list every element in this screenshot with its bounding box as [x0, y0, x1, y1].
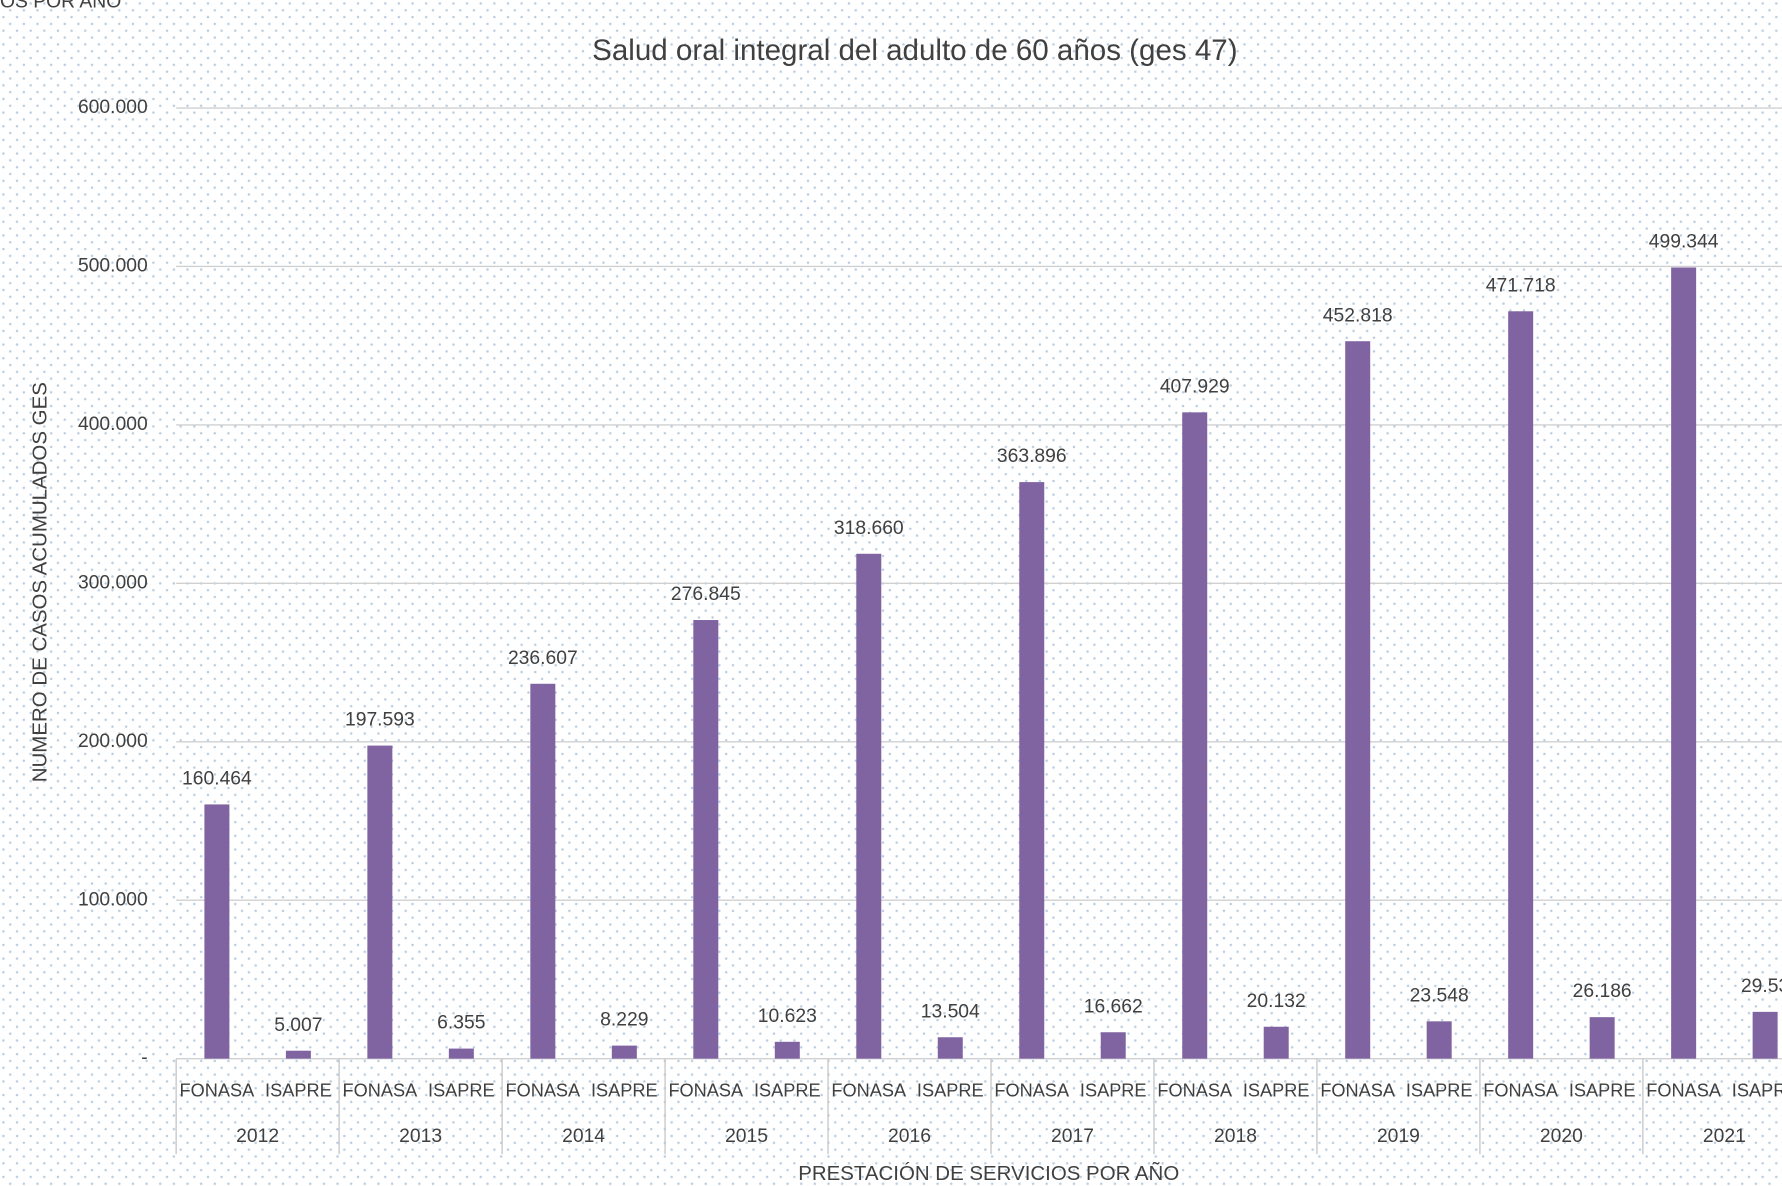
- value-label: 6.355: [437, 1013, 485, 1034]
- x-tick-label: FONASA: [1483, 1080, 1559, 1100]
- chart-title: Salud oral integral del adulto de 60 año…: [592, 34, 1237, 67]
- group-label: 2018: [1214, 1126, 1257, 1147]
- bar: [1263, 1026, 1289, 1059]
- value-label: 29.53: [1741, 976, 1782, 997]
- x-tick-label: ISAPRE: [591, 1080, 658, 1100]
- value-label: 452.818: [1323, 305, 1393, 326]
- y-tick-label: 100.000: [78, 889, 148, 910]
- value-label: 236.607: [508, 648, 578, 669]
- value-label: 16.662: [1084, 996, 1143, 1017]
- x-tick-label: FONASA: [1157, 1080, 1233, 1100]
- x-tick-label: ISAPRE: [754, 1080, 821, 1100]
- group-label: 2015: [725, 1126, 768, 1147]
- y-tick-label: 200.000: [78, 731, 148, 752]
- bar: [856, 553, 882, 1059]
- bar: [1671, 267, 1697, 1059]
- bar: [530, 683, 556, 1059]
- y-axis-title: NUMERO DE CASOS ACUMULADOS GES: [28, 382, 51, 782]
- x-tick-label: ISAPRE: [1080, 1080, 1147, 1100]
- bar: [1508, 311, 1534, 1059]
- x-tick-label: ISAPRE: [428, 1080, 495, 1100]
- x-tick-label: ISAPRE: [1243, 1080, 1310, 1100]
- value-label: 5.007: [274, 1015, 322, 1036]
- value-label: 363.896: [997, 446, 1067, 467]
- y-tick-label: 400.000: [78, 414, 148, 435]
- y-tick-label: 600.000: [78, 97, 148, 118]
- value-label: 276.845: [671, 584, 741, 605]
- annotation: OS POR AÑO: [0, 0, 121, 12]
- x-tick-label: FONASA: [831, 1080, 907, 1100]
- x-tick-label: ISAPRE: [265, 1080, 332, 1100]
- bar: [204, 804, 230, 1059]
- bar: [1182, 412, 1208, 1059]
- x-tick-label: FONASA: [1646, 1080, 1722, 1100]
- value-label: 23.548: [1410, 985, 1469, 1006]
- bar: [448, 1048, 474, 1059]
- value-label: 499.344: [1649, 232, 1719, 253]
- bar: [1589, 1017, 1615, 1059]
- bar: [367, 745, 393, 1059]
- x-tick-label: FONASA: [994, 1080, 1070, 1100]
- group-label: 2020: [1540, 1126, 1583, 1147]
- x-tick-label: FONASA: [180, 1080, 256, 1100]
- value-label: 13.504: [921, 1001, 980, 1022]
- value-label: 318.660: [834, 518, 904, 539]
- x-axis-title: PRESTACIÓN DE SERVICIOS POR AÑO: [798, 1161, 1179, 1185]
- value-label: 8.229: [600, 1010, 648, 1031]
- x-tick-label: FONASA: [343, 1080, 419, 1100]
- bar: [1752, 1011, 1778, 1059]
- value-label: 197.593: [345, 710, 415, 731]
- x-tick-label: FONASA: [505, 1080, 581, 1100]
- bar: [1019, 482, 1045, 1059]
- group-label: 2014: [562, 1126, 605, 1147]
- y-tick-label: -: [141, 1048, 147, 1069]
- bar: [1100, 1032, 1126, 1059]
- value-label: 471.718: [1486, 275, 1556, 296]
- group-label: 2013: [399, 1126, 442, 1147]
- bar: [285, 1050, 311, 1059]
- value-label: 160.464: [182, 769, 252, 790]
- value-label: 20.132: [1247, 991, 1306, 1012]
- group-label: 2016: [888, 1126, 931, 1147]
- group-label: 2012: [236, 1126, 279, 1147]
- x-tick-label: ISAPRE: [917, 1080, 984, 1100]
- y-tick-label: 500.000: [78, 256, 148, 277]
- bar: [611, 1045, 637, 1059]
- group-label: 2021: [1703, 1126, 1746, 1147]
- bar: [693, 620, 719, 1059]
- bar: [1426, 1021, 1452, 1059]
- x-tick-label: FONASA: [668, 1080, 744, 1100]
- group-label: 2019: [1377, 1126, 1420, 1147]
- x-tick-label: ISAPRE: [1569, 1080, 1636, 1100]
- y-tick-label: 300.000: [78, 572, 148, 593]
- x-tick-label: ISAPRE: [1406, 1080, 1473, 1100]
- bar: [1345, 341, 1371, 1059]
- value-label: 10.623: [758, 1006, 817, 1027]
- value-label: 407.929: [1160, 376, 1230, 397]
- group-label: 2017: [1051, 1126, 1094, 1147]
- bar: [774, 1041, 800, 1059]
- value-label: 26.186: [1573, 981, 1632, 1002]
- bar: [937, 1037, 963, 1059]
- x-tick-label: ISAPRE: [1732, 1080, 1782, 1100]
- x-tick-label: FONASA: [1320, 1080, 1396, 1100]
